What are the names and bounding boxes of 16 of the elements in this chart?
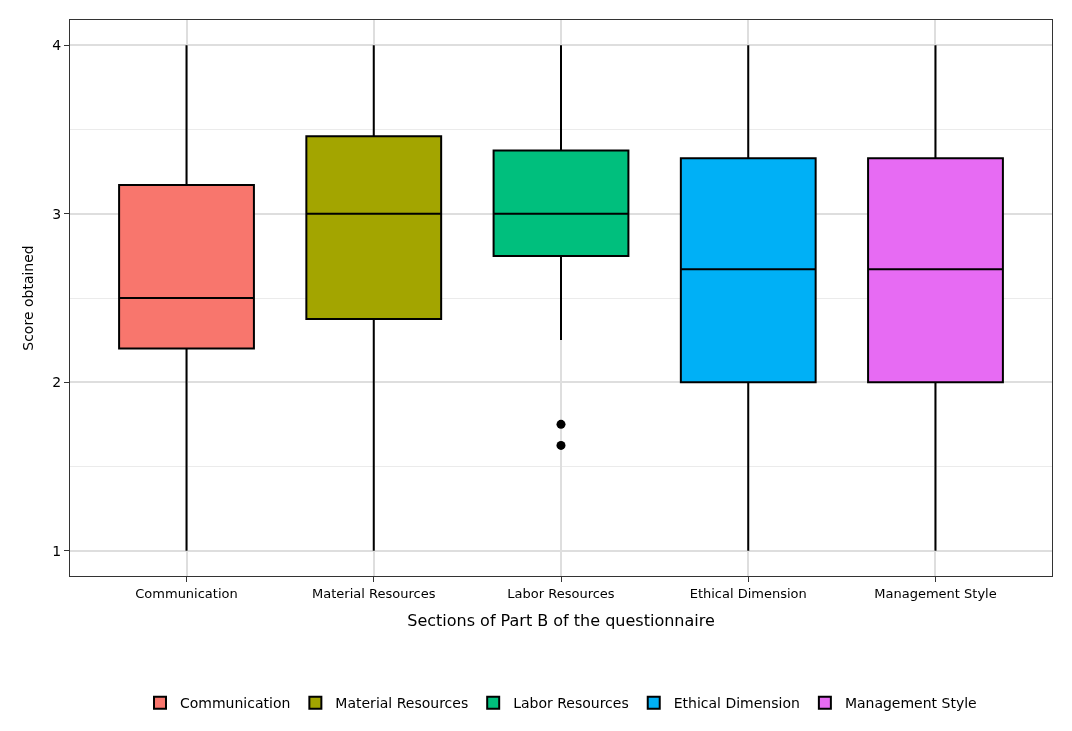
- legend-label: Labor Resources: [513, 695, 629, 712]
- x-axis-title: Sections of Part B of the questionnaire: [407, 611, 715, 631]
- legend-label: Management Style: [844, 695, 977, 712]
- x-tick-label: Labor Resources: [507, 585, 615, 601]
- x-tick-label: Material Resources: [312, 585, 436, 601]
- y-axis-title: Score obtained: [19, 245, 36, 351]
- legend-label: Ethical Dimension: [673, 695, 800, 712]
- legend-label: Material Resources: [335, 695, 469, 712]
- y-tick-label: 4: [52, 37, 62, 54]
- x-tick-label: Ethical Dimension: [689, 585, 807, 601]
- x-tick-label: Management Style: [874, 585, 997, 601]
- y-tick-label: 1: [52, 542, 62, 559]
- legend-label: Communication: [180, 695, 291, 712]
- y-tick-label: 3: [52, 205, 62, 222]
- x-tick-label: Communication: [135, 585, 238, 601]
- y-tick-label: 2: [52, 374, 62, 391]
